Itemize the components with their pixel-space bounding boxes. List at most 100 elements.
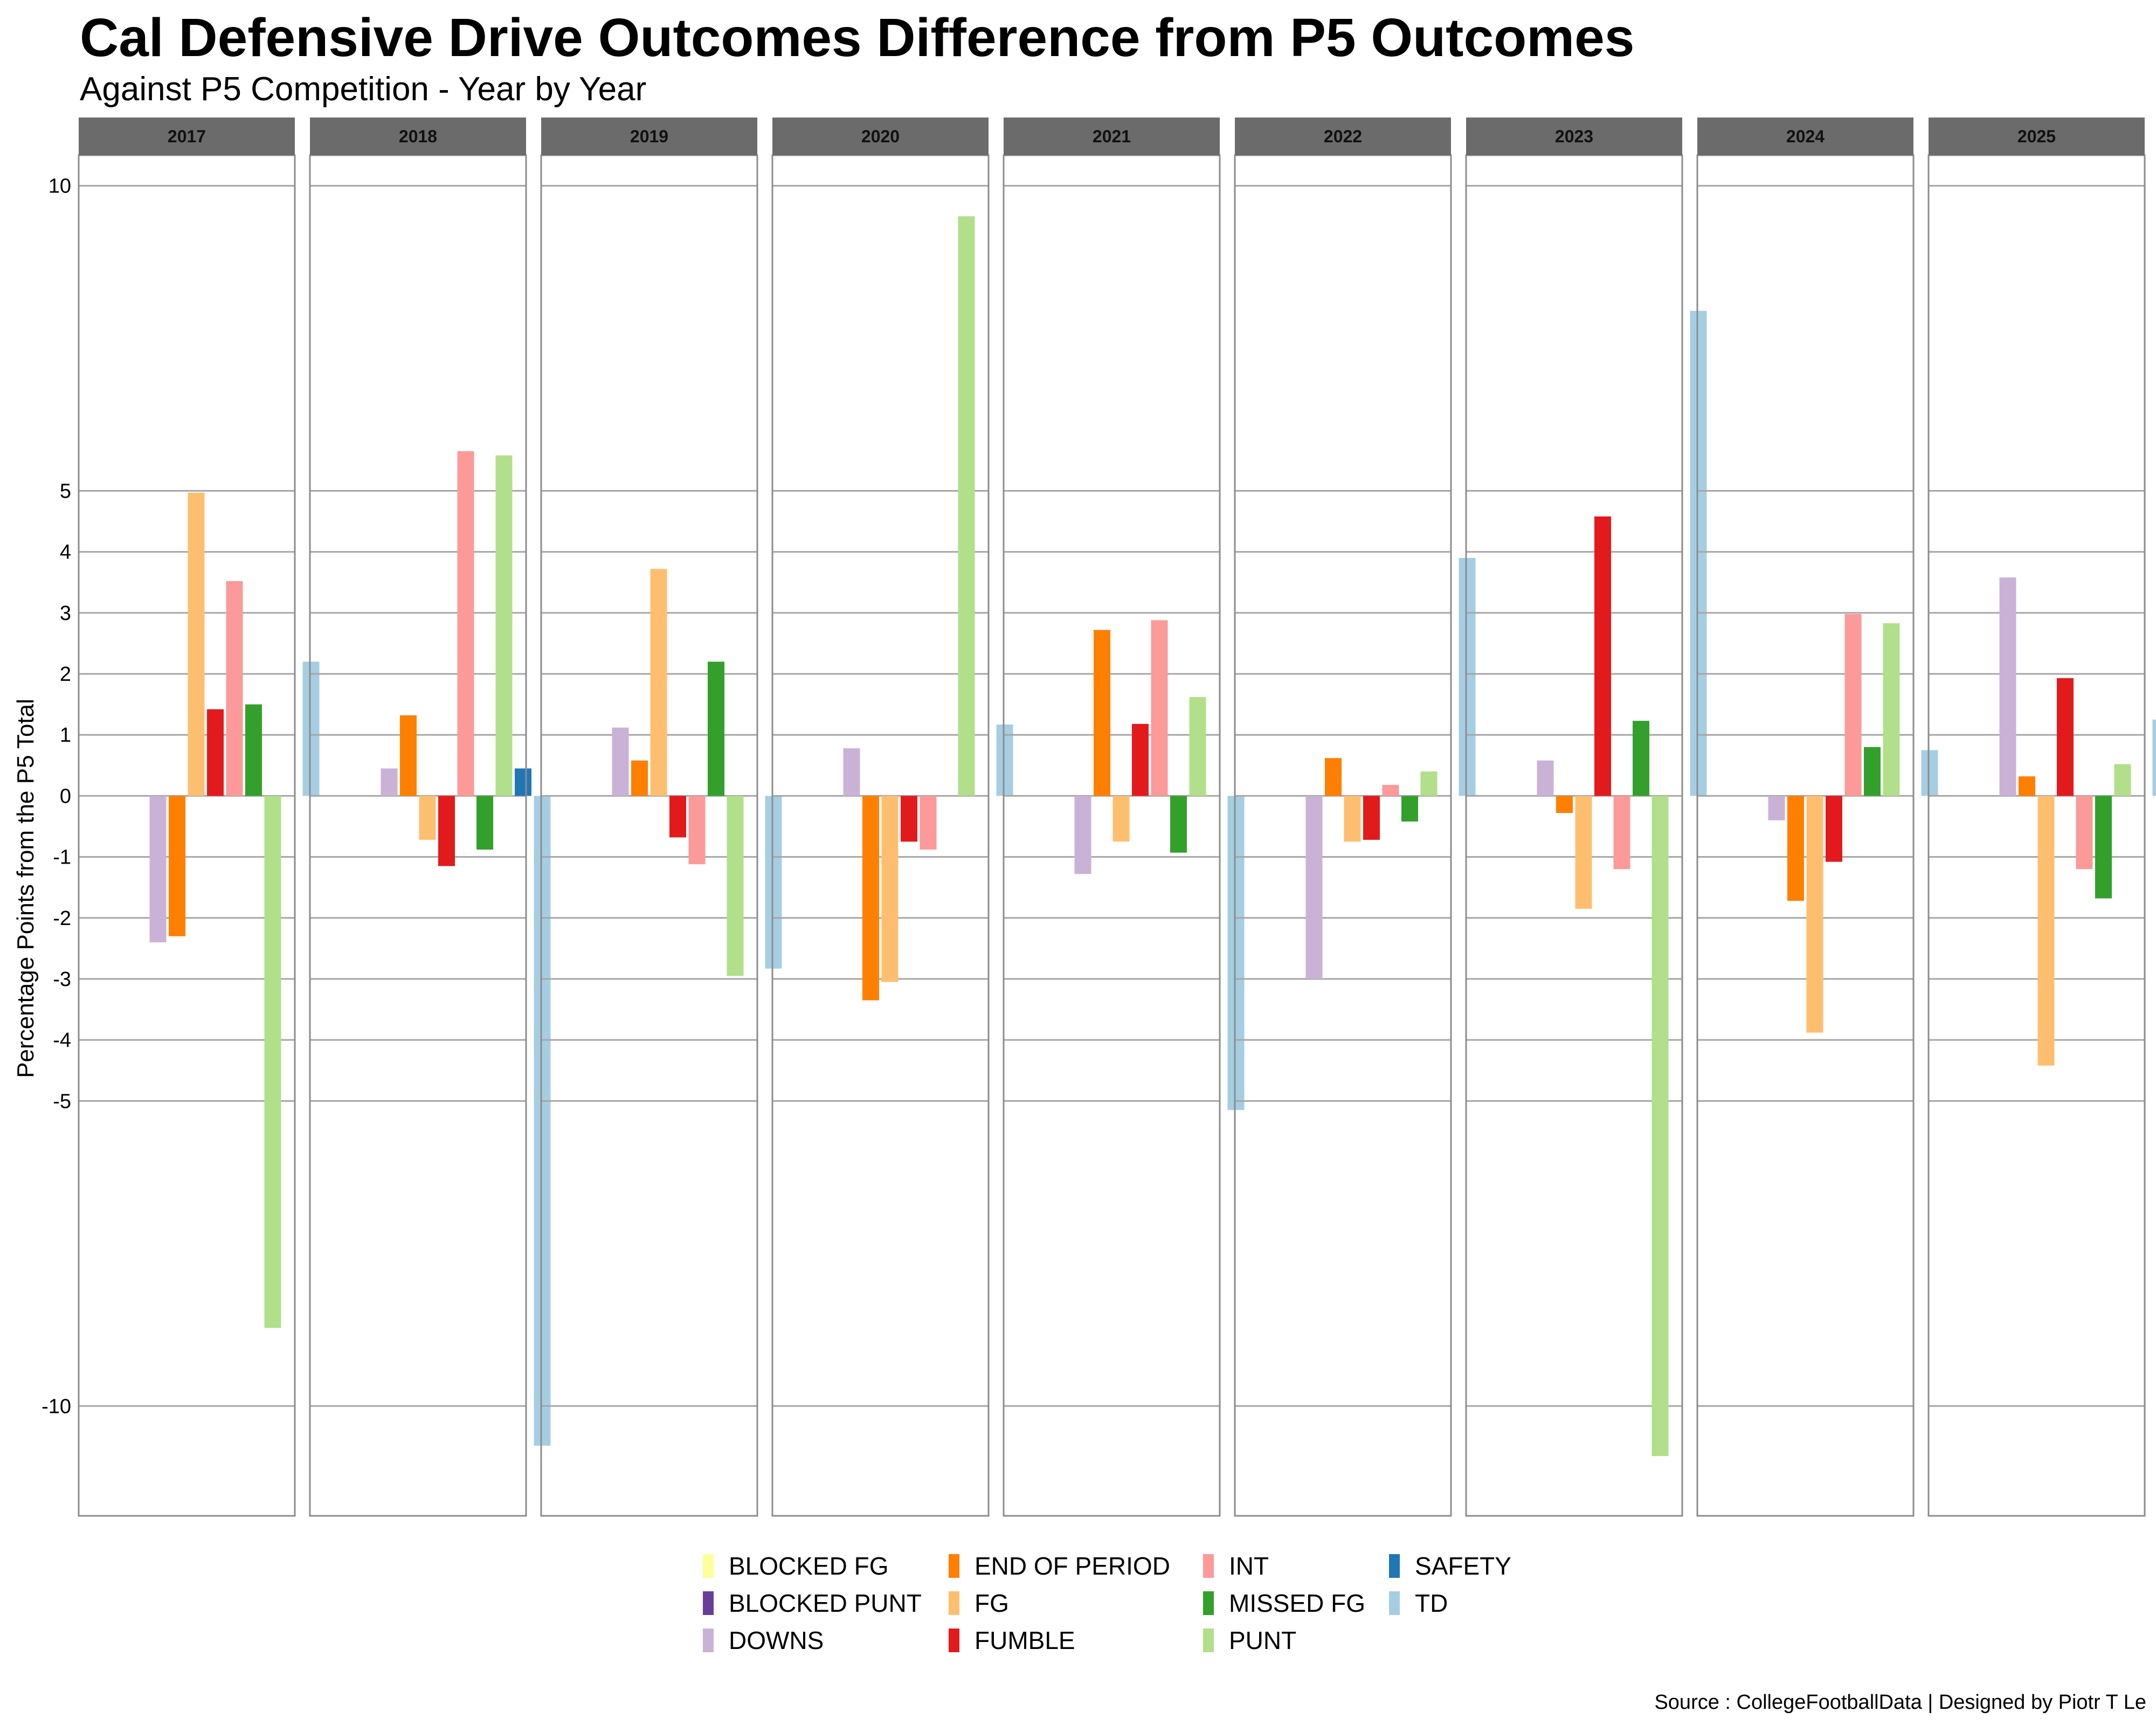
legend-item-end-of-period: END OF PERIOD <box>949 1552 1170 1580</box>
bar-2020-fg <box>881 796 899 982</box>
bar-2022-end-of-period <box>1325 758 1342 796</box>
y-tick-label: -3 <box>53 968 71 991</box>
bar-2024-td <box>1921 750 1938 796</box>
facet-panel-2022: 2022 <box>1234 118 1476 1517</box>
legend-item-safety: SAFETY <box>1389 1552 1511 1580</box>
bar-2017-end-of-period <box>169 796 185 936</box>
bar-2019-td <box>765 796 782 969</box>
legend-swatch <box>1203 1554 1214 1578</box>
bar-2017-fumble <box>207 709 224 796</box>
facet-strip-label: 2025 <box>2017 127 2056 146</box>
panel-border <box>1003 154 1221 1517</box>
legend-swatch <box>949 1591 959 1615</box>
panel-border <box>78 154 296 1517</box>
facet-strip <box>310 118 526 155</box>
y-tick-label: 10 <box>49 175 71 198</box>
bar-2018-td <box>534 796 551 1446</box>
facet-strip-label: 2019 <box>630 127 668 146</box>
bar-2023-downs <box>1537 760 1554 796</box>
facet-strip-label: 2017 <box>168 127 206 146</box>
legend-swatch <box>703 1554 714 1578</box>
bar-2017-fg <box>188 492 205 796</box>
facet-panel-2025: 2025 <box>1927 118 2156 1517</box>
bar-2020-fumble <box>901 796 917 842</box>
bar-2018-fumble <box>438 796 455 866</box>
bar-2017-int <box>226 581 243 796</box>
legend-swatch <box>1389 1591 1400 1615</box>
legend-item-fg: FG <box>949 1589 1009 1617</box>
bar-2021-fumble <box>1132 723 1149 796</box>
bar-2020-td <box>996 724 1013 796</box>
bar-2019-downs <box>612 727 629 796</box>
chart-subtitle: Against P5 Competition - Year by Year <box>80 71 646 108</box>
legend-item-td: TD <box>1389 1589 1448 1617</box>
bar-2022-fg <box>1344 796 1361 842</box>
bar-2021-int <box>1151 620 1168 796</box>
facet-panel-2023: 2023 <box>1465 118 1707 1517</box>
bar-2022-fumble <box>1363 796 1380 840</box>
panel-border <box>540 154 758 1517</box>
bar-2023-punt <box>1651 796 1669 1457</box>
panel-border <box>1927 154 2146 1517</box>
legend-item-int: INT <box>1203 1552 1269 1580</box>
facet-panel-2024: 2024 <box>1696 118 1938 1517</box>
facet-panel-2020: 2020 <box>771 118 1013 1517</box>
bar-2021-downs <box>1074 796 1091 874</box>
y-tick-label: 4 <box>60 541 71 564</box>
bar-2025-missed-fg <box>2095 796 2112 899</box>
y-tick-label: 0 <box>60 785 71 808</box>
bar-2017-missed-fg <box>245 704 262 796</box>
legend-item-blocked-punt: BLOCKED PUNT <box>703 1589 922 1617</box>
legend-swatch <box>1203 1629 1214 1652</box>
bar-2024-int <box>1844 614 1862 796</box>
bar-2019-end-of-period <box>631 760 648 796</box>
y-tick-label: 5 <box>60 480 71 503</box>
bar-2021-fg <box>1112 796 1130 842</box>
bar-2017-downs <box>149 796 167 943</box>
bar-2018-fg <box>419 796 436 840</box>
bar-2018-end-of-period <box>400 715 417 796</box>
bar-2020-int <box>920 796 937 850</box>
bar-2024-fumble <box>1826 796 1842 862</box>
legend-swatch <box>703 1629 714 1652</box>
facet-strip <box>1929 118 2145 155</box>
bar-2023-missed-fg <box>1633 721 1649 796</box>
legend-label: FUMBLE <box>975 1626 1075 1654</box>
bar-2018-missed-fg <box>476 796 493 850</box>
y-tick-label: -5 <box>53 1090 71 1113</box>
bar-2024-fg <box>1806 796 1823 1033</box>
bar-2025-downs <box>1999 577 2016 796</box>
bar-2025-fg <box>2037 796 2055 1066</box>
legend-swatch <box>949 1629 959 1652</box>
bar-2018-punt <box>495 455 513 796</box>
bar-2023-td <box>1690 310 1707 796</box>
bar-2023-fumble <box>1594 516 1611 796</box>
legend-label: BLOCKED PUNT <box>729 1589 922 1617</box>
facet-strip-label: 2024 <box>1786 127 1825 146</box>
facet-strip <box>1004 118 1220 155</box>
facet-panel-2017: 2017 <box>78 118 320 1517</box>
y-tick-label: 1 <box>60 724 71 747</box>
bar-2021-td <box>1227 796 1245 1110</box>
legend-item-downs: DOWNS <box>703 1626 824 1654</box>
bar-2020-punt <box>958 216 975 796</box>
y-tick-label: -2 <box>53 907 71 930</box>
y-tick-label: -4 <box>53 1029 71 1052</box>
bar-2025-end-of-period <box>2019 776 2035 796</box>
bar-2025-fumble <box>2057 678 2074 796</box>
legend-swatch <box>1203 1591 1214 1615</box>
y-tick-label: -1 <box>53 846 71 869</box>
bar-2023-end-of-period <box>1556 796 1573 813</box>
facet-strip-label: 2018 <box>399 127 437 146</box>
bar-2024-missed-fg <box>1864 747 1881 796</box>
y-axis-label: Percentage Points from the P5 Total <box>12 699 39 1078</box>
facet-strip-label: 2023 <box>1555 127 1593 146</box>
facet-panel-2018: 2018 <box>309 118 551 1517</box>
bar-2017-td <box>302 661 320 796</box>
bar-2023-int <box>1613 796 1630 870</box>
facet-strip <box>1466 118 1682 155</box>
facet-strip-label: 2022 <box>1324 127 1362 146</box>
bar-2022-missed-fg <box>1401 796 1418 822</box>
bar-2025-int <box>2076 796 2093 870</box>
